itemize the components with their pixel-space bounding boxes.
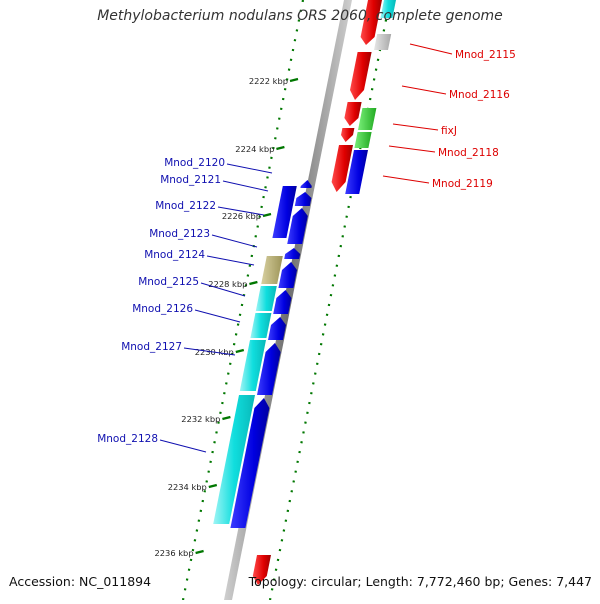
gene-label-leader (200, 282, 246, 297)
gene-arrow-mnod-2122 (287, 208, 308, 244)
gene-arrow-small (300, 180, 312, 188)
kbp-tick-label: 2224 kbp (235, 144, 274, 154)
gene-label-leader (226, 163, 273, 174)
gene-arrow-mnod-2123 (284, 248, 301, 259)
kbp-tick-label: 2228 kbp (208, 279, 247, 289)
gene-block-mnod-2121 (272, 186, 297, 238)
map-title: Methylobacterium nodulans ORS 2060, comp… (97, 8, 503, 24)
gene-label-leader (211, 234, 258, 248)
gene-arrow-mnod-2120 (294, 192, 312, 206)
gene-label-leader (217, 206, 265, 216)
kbp-tick-label: 2222 kbp (249, 76, 288, 86)
rna-block-top (380, 0, 396, 18)
gene-arrow-mnod-2124 (278, 262, 297, 288)
gene-label-leader (222, 180, 269, 192)
gene-block-mnod-2118 (354, 132, 372, 148)
gene-label-leader (401, 85, 447, 95)
gene-arrow-mnod-2116 (350, 52, 372, 100)
gene-arrow-fixj (341, 128, 355, 142)
rna-block-mnod-2125 (255, 286, 277, 311)
gene-label-left: Mnod_2125 (138, 276, 199, 288)
gene-label-left: Mnod_2121 (160, 174, 221, 186)
right-dotted-guide (268, 0, 392, 601)
kbp-tick-mark (208, 483, 218, 489)
gene-label-left: Mnod_2122 (155, 200, 216, 212)
kbp-tick-mark (235, 348, 245, 354)
gene-block-mnod-2124 (261, 256, 283, 284)
kbp-tick-mark (195, 549, 204, 555)
rna-block-mnod-2127 (239, 340, 266, 391)
gene-label-leader (194, 309, 241, 323)
gene-arrow-mnod-2115 (360, 0, 382, 45)
gene-label-left: Mnod_2124 (144, 249, 205, 261)
kbp-tick-mark (262, 212, 272, 218)
gene-arrow-mnod-2119 (331, 145, 353, 192)
gene-label-left: Mnod_2128 (97, 433, 158, 445)
gene-block-gray (374, 34, 392, 50)
gene-label-right: fixJ (441, 125, 457, 137)
gene-label-left: Mnod_2120 (164, 157, 225, 169)
gene-arrow-mnod-2125 (273, 290, 292, 314)
gene-label-right: Mnod_2116 (449, 89, 510, 101)
genome-summary-text: Topology: circular; Length: 7,772,460 bp… (248, 574, 592, 589)
kbp-tick-label: 2234 kbp (168, 482, 207, 492)
gene-label-right: Mnod_2119 (432, 178, 493, 190)
kbp-tick-mark (249, 280, 258, 286)
kbp-tick-label: 2232 kbp (181, 414, 220, 424)
gene-label-left: Mnod_2126 (132, 303, 193, 315)
gene-arrow-mnod-2128 (230, 398, 270, 528)
gene-arrow-small-red (344, 102, 362, 126)
accession-text: Accession: NC_011894 (9, 574, 152, 589)
gene-label-left: Mnod_2127 (121, 341, 182, 353)
gene-arrow-mnod-2126 (268, 317, 286, 340)
kbp-tick-mark (289, 77, 299, 83)
gene-arrow-bottom (252, 555, 271, 585)
gene-label-leader (382, 175, 430, 184)
gene-arrow-mnod-2127 (257, 343, 281, 395)
gene-label-leader (206, 255, 255, 266)
kbp-tick-mark (276, 145, 285, 151)
gene-label-leader (388, 145, 436, 153)
gene-label-right: Mnod_2115 (455, 49, 516, 61)
gene-label-leader (409, 43, 453, 55)
gene-label-leader (392, 123, 439, 131)
gene-label-right: Mnod_2118 (438, 147, 499, 159)
kbp-tick-label: 2226 kbp (222, 211, 261, 221)
kbp-tick-mark (222, 415, 231, 421)
rna-block-mnod-2126 (250, 313, 272, 338)
kbp-tick-label: 2236 kbp (155, 548, 194, 558)
rna-block-mnod-2128 (213, 395, 255, 524)
gene-block-fixj (358, 108, 377, 130)
outer-left-dotted-guide (181, 0, 305, 601)
gene-label-left: Mnod_2123 (149, 228, 210, 240)
gene-label-leader (183, 347, 236, 356)
gene-label-leader (159, 439, 207, 453)
gene-block-mnod-2119 (345, 150, 368, 194)
